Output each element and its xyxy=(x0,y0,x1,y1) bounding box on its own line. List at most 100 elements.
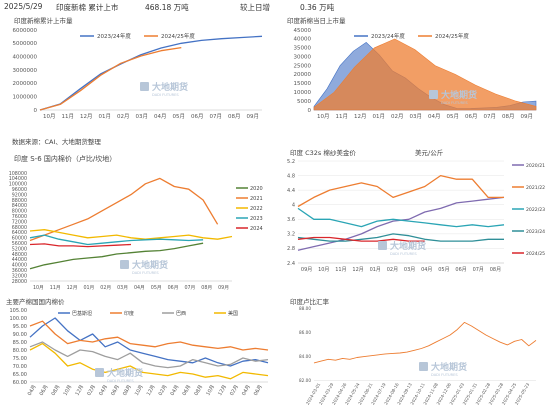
y-tick-label: 92000 xyxy=(12,192,27,198)
legend-label: 2023/24年度 xyxy=(97,32,131,40)
x-tick-label: 03月 xyxy=(117,285,128,291)
watermark-logo-icon xyxy=(429,90,438,99)
y-tick-label: 84.00 xyxy=(299,354,311,359)
series-line-印度 xyxy=(29,320,269,351)
y-tick-label: 0 xyxy=(34,108,38,114)
x-tick-label: 02月 xyxy=(391,113,404,120)
x-tick-label: 11月 xyxy=(336,113,349,120)
legend-label: 2022/23 xyxy=(526,207,545,213)
series-line-2024/25 xyxy=(297,236,425,242)
series-line-2023/24年度 xyxy=(39,35,263,111)
y-tick-label: 20000 xyxy=(294,72,312,78)
x-tick-label: 04月 xyxy=(241,384,252,397)
x-tick-label: 08月 xyxy=(122,384,133,397)
y-tick-label: 100.00 xyxy=(10,316,28,322)
legend-label: 2021 xyxy=(250,196,263,202)
watermark-logo-icon xyxy=(378,241,387,250)
series-line-2020 xyxy=(29,242,204,270)
x-tick-label: 07月 xyxy=(184,285,195,291)
x-tick-label: 09月 xyxy=(301,267,312,273)
x-tick-label: 07月 xyxy=(210,113,223,120)
watermark-subtext: DADI FUTURES xyxy=(441,101,468,105)
usd-title: 印度 C32s 棉纱美金价 xyxy=(290,149,356,157)
watermark-text: 大地期货 xyxy=(441,89,477,101)
watermark-text: 大地期货 xyxy=(390,240,426,252)
x-tick-label: 02月 xyxy=(387,267,398,273)
y-tick-label: 88000 xyxy=(12,198,27,204)
y-tick-label: 104000 xyxy=(9,176,27,182)
x-tick-label: 10月 xyxy=(134,384,145,397)
x-tick-label: 04月 xyxy=(421,267,432,273)
x-tick-label: 07月 xyxy=(484,113,497,120)
y-tick-label: 6000000 xyxy=(13,28,38,34)
watermark-text: 大地期货 xyxy=(431,361,467,373)
y-tick-label: 40000 xyxy=(12,263,27,269)
x-tick-label: 02月 xyxy=(86,384,97,397)
x-tick-label: 01月 xyxy=(373,113,386,120)
y-tick-label: 3.6 xyxy=(287,217,295,223)
fx-chart: 88.0086.0084.0082.002024-03-012024-03-29… xyxy=(299,306,537,406)
y-tick-label: 30000 xyxy=(294,54,312,60)
x-tick-label: 12月 xyxy=(352,267,363,273)
x-tick-label: 05月 xyxy=(173,113,186,120)
legend-label: 巴基斯坦 xyxy=(72,310,92,317)
series-line-美国 xyxy=(29,342,269,380)
x-tick-label: 04月 xyxy=(154,113,167,120)
y-tick-label: 28000 xyxy=(12,279,27,285)
x-tick-label: 09月 xyxy=(521,113,534,120)
y-tick-label: 68000 xyxy=(12,225,27,231)
x-tick-label: 12月 xyxy=(217,384,228,397)
legend-label: 巴西 xyxy=(176,311,186,317)
legend-label: 2024 xyxy=(250,226,263,232)
y-tick-label: 5.2 xyxy=(287,159,295,165)
y-tick-label: 44000 xyxy=(12,257,27,263)
x-tick-label: 10月 xyxy=(205,384,216,397)
cumulative-title: 印度新棉累计上市量 xyxy=(14,17,73,25)
watermark-subtext: DADI FUTURES xyxy=(107,379,134,383)
daily-title: 印度新棉当日上市量 xyxy=(287,17,346,25)
y-tick-label: 105.00 xyxy=(10,308,28,314)
y-tick-label: 82.00 xyxy=(299,378,311,383)
y-tick-label: 2000000 xyxy=(13,81,38,87)
x-tick-label: 07月 xyxy=(473,267,484,273)
y-tick-label: 90.00 xyxy=(13,332,27,338)
x-tick-label: 02月 xyxy=(117,113,130,120)
y-tick-label: 4 xyxy=(292,203,295,209)
legend-label: 2024/25 xyxy=(526,251,545,257)
watermark-subtext: DADI FUTURES xyxy=(132,271,159,275)
y-tick-label: 10000 xyxy=(294,90,312,96)
header-title: 印度新棉 累计上市 xyxy=(56,3,119,12)
y-tick-label: 4.4 xyxy=(287,188,295,194)
header-date: 2025/5/29 xyxy=(4,2,43,11)
y-tick-label: 108000 xyxy=(9,171,27,177)
x-tick-label: 06月 xyxy=(181,384,192,397)
x-tick-label: 05月 xyxy=(151,285,162,291)
legend-label: 印度 xyxy=(124,310,134,317)
legend-label: 2022 xyxy=(250,206,263,212)
x-tick-label: 02月 xyxy=(100,285,111,291)
x-tick-label: 02月 xyxy=(229,384,240,397)
watermark-logo-icon xyxy=(120,260,129,269)
x-tick-label: 10月 xyxy=(43,113,56,120)
legend-label: 2024/25年度 xyxy=(161,32,195,40)
y-tick-label: 36000 xyxy=(12,268,27,274)
domestic-chart: 1080001040001000009600092000880008400080… xyxy=(9,171,263,291)
x-tick-label: 06月 xyxy=(191,113,204,120)
series-line-2021 xyxy=(29,177,219,242)
y-tick-label: 86.00 xyxy=(299,330,311,335)
y-tick-label: 15000 xyxy=(294,81,312,87)
watermark-text: 大地期货 xyxy=(107,367,143,379)
y-tick-label: 64000 xyxy=(12,230,27,236)
daily-chart: 45000 40000 35000 30000 25000 20000 15000 10000… xyxy=(294,28,537,120)
legend-label: 2020 xyxy=(250,186,263,192)
x-tick-label: 06月 xyxy=(39,384,50,397)
x-tick-label: 08月 xyxy=(51,384,62,397)
y-tick-label: 72000 xyxy=(12,219,27,225)
x-tick-label: 11月 xyxy=(62,113,75,120)
usd-unit: 美元/公斤 xyxy=(415,149,444,157)
legend-label: 2024/25年度 xyxy=(435,32,469,40)
